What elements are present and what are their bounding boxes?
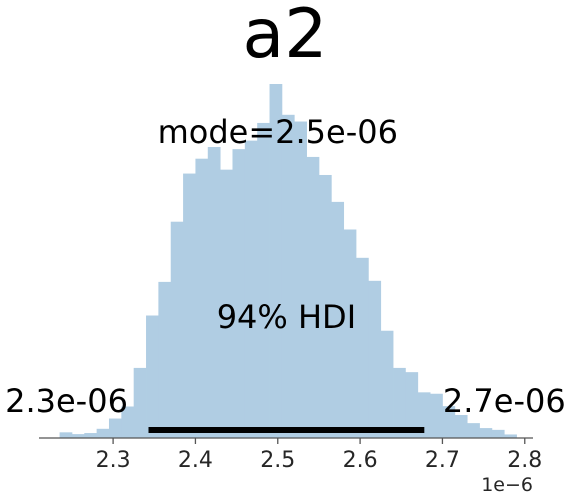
histogram-bar [368,280,382,438]
histogram-bar [195,158,209,438]
histogram-bar [331,201,345,438]
histogram-bar [417,392,431,438]
x-axis-offset-label: 1e−6 [481,474,533,495]
histogram-bar [479,428,493,438]
mode-label: mode=2.5e-06 [158,113,398,151]
histogram-bar [393,367,406,438]
histogram-bar [232,149,246,439]
histogram-bar [133,367,147,438]
histogram-bar [442,406,456,438]
histogram-bar [84,433,98,438]
histogram-bar [355,257,369,438]
histogram-bar [96,428,110,438]
hdi-low-label: 2.3e-06 [5,382,128,420]
histogram-bar [454,414,468,438]
x-axis-ticks: 2.3 2.4 2.5 2.6 2.7 2.8 [96,438,542,473]
histogram-bar [491,429,505,438]
histogram-bar [318,174,332,438]
histogram-bar [257,122,270,438]
x-tick-label: 2.3 [96,448,131,473]
histogram-bar [294,121,307,439]
histogram-bars [59,84,517,439]
histogram-bar [405,372,419,438]
histogram-bar [467,423,480,438]
histogram-bar [158,281,172,438]
histogram-bar [504,434,517,438]
histogram-bar [121,406,135,438]
x-tick-label: 2.8 [507,448,542,473]
histogram-bar [220,169,233,438]
histogram-bar [108,418,122,438]
histogram-bar [281,114,295,438]
histogram-bar [183,173,196,438]
histogram-bar [269,84,283,438]
histogram-bar [343,229,357,438]
x-tick-label: 2.7 [425,448,460,473]
histogram-bar [430,393,443,438]
hdi-label: 94% HDI [217,298,356,336]
histogram-bar [306,156,320,438]
hdi-high-label: 2.7e-06 [443,382,566,420]
x-tick-label: 2.5 [260,448,295,473]
chart-title: a2 [243,0,328,74]
x-tick-label: 2.6 [343,448,378,473]
histogram-bar [244,140,258,438]
histogram-bar [59,432,73,438]
histogram-bar [146,315,159,438]
histogram-bar [71,434,85,438]
histogram-bar [170,221,184,438]
x-tick-label: 2.4 [178,448,213,473]
histogram-bar [207,147,221,438]
histogram-bar [380,330,394,438]
